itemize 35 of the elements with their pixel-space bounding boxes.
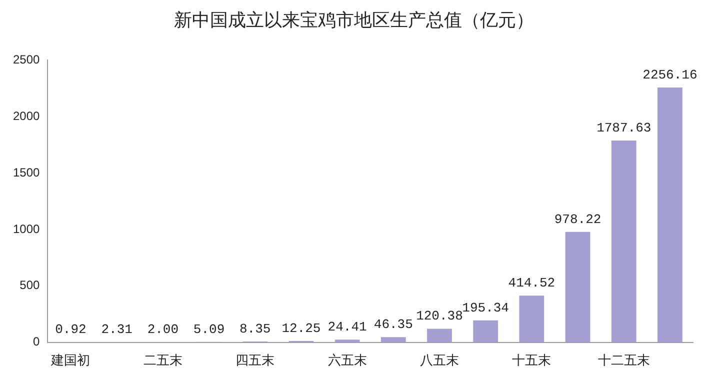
data-label: 0.92 [55,322,86,338]
x-tick-label: 四五末 [236,354,275,369]
data-label: 24.41 [328,320,367,335]
data-label: 5.09 [193,322,225,337]
y-tick-label: 2000 [12,108,40,123]
x-tick-label: 十五末 [512,354,552,369]
x-tick-label: 八五末 [420,354,459,369]
x-tick-label: 建国初 [50,354,90,369]
bar [427,328,452,342]
data-label: 2256.16 [642,67,698,82]
bar [611,140,636,342]
data-label: 2.00 [147,322,179,338]
bar [565,232,590,342]
x-tick-label: 二五末 [143,354,182,369]
data-label: 120.38 [416,308,463,324]
data-label: 46.35 [374,317,413,332]
bar [519,296,544,342]
bar [658,88,682,342]
y-tick-label: 1500 [12,165,40,180]
y-tick-label: 500 [20,278,40,292]
x-tick-label: 十二五末 [598,354,650,369]
y-tick-label: 2500 [12,52,40,66]
data-label: 978.22 [554,212,602,227]
data-label: 8.35 [240,321,271,336]
data-label: 12.25 [282,320,321,336]
x-tick-label: 六五末 [328,354,367,369]
data-label: 414.52 [508,276,556,291]
bar [473,320,498,342]
y-tick-label: 0 [33,334,40,349]
bar [380,337,406,342]
data-label: 195.34 [462,300,510,316]
data-label: 1787.63 [596,120,652,136]
data-label: 2.31 [101,322,133,338]
chart-title: 新中国成立以来宝鸡市地区生产总值（亿元） [173,9,535,32]
y-tick-label: 1000 [12,222,40,236]
